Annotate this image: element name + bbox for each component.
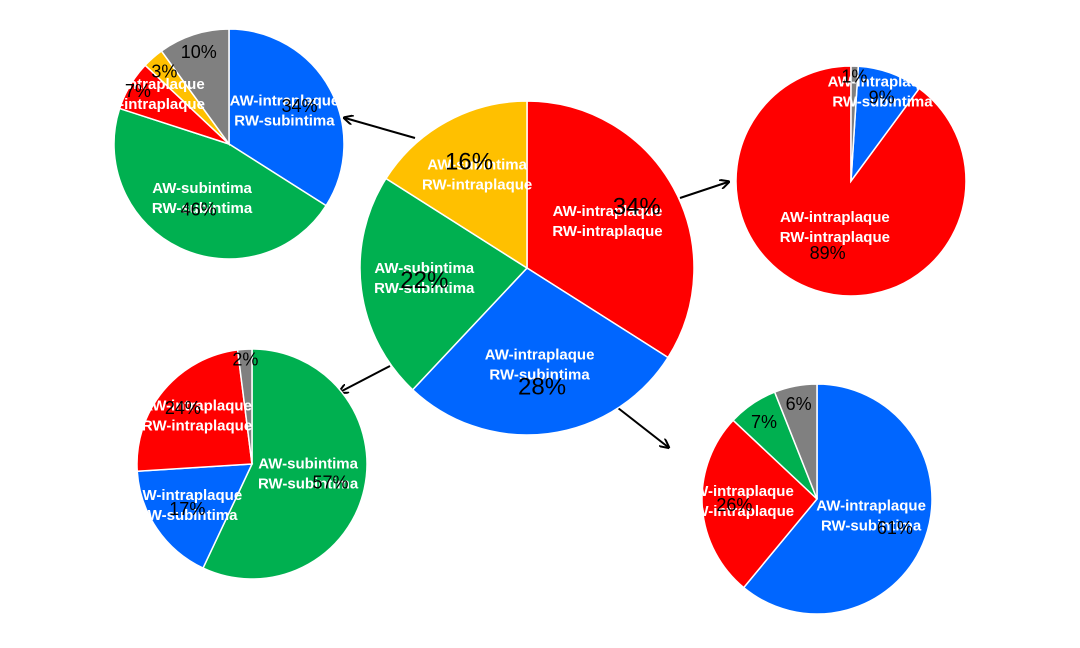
arrow: [617, 407, 668, 447]
slice-label: AW-intraplaque RW-intraplaque: [780, 209, 890, 246]
connector-arrows: [340, 118, 728, 447]
pie-slice: [136, 463, 254, 570]
slice-percentage: 16%: [445, 149, 493, 176]
pie-slice: [160, 28, 230, 147]
pie-slice: [384, 100, 528, 270]
slice-label: AW-intraplaque RW-subintima: [132, 487, 242, 524]
arrow: [679, 182, 728, 199]
pie-slice: [202, 348, 368, 580]
slice-percentage: 17%: [169, 499, 205, 519]
slice-label: AW-intraplaque RW-intraplaque: [142, 398, 252, 435]
pie-slice: [773, 383, 818, 500]
slice-percentage: 9%: [869, 88, 895, 108]
slice-percentage: 2%: [232, 349, 258, 369]
pie-slice: [742, 383, 933, 615]
pies-group: AW-intraplaque RW-intraplaque34%AW-intrap…: [95, 28, 967, 615]
slice-percentage: 61%: [877, 518, 913, 538]
pie-slice: [526, 100, 695, 359]
slice-percentage: 22%: [400, 267, 448, 294]
slice-percentage: 57%: [313, 473, 349, 493]
slice-label: AW-intraplaque RW-intraplaque: [95, 76, 205, 113]
pie-slice: [113, 107, 328, 260]
slice-percentage: 7%: [751, 412, 777, 432]
slice-label: AW-intraplaque RW-subintima: [816, 497, 926, 534]
slice-label: AW-intraplaque RW-intraplaque: [552, 203, 662, 240]
arrow: [345, 118, 416, 139]
slice-label: AW-intraplaque RW-intraplaque: [684, 483, 794, 520]
arrow: [340, 365, 391, 392]
pie-slice: [411, 267, 670, 436]
slice-percentage: 6%: [786, 394, 812, 414]
pie-slice: [701, 419, 819, 589]
slice-percentage: 46%: [181, 200, 217, 220]
slice-label: AW-subintima RW-subintima: [152, 180, 253, 217]
slice-percentage: 1%: [841, 66, 867, 86]
slice-label: AW-intraplaque RW-subintima: [485, 346, 595, 383]
pie-slice: [735, 65, 967, 297]
pie-slice: [359, 177, 529, 391]
slice-percentage: 7%: [125, 81, 151, 101]
pie-slice: [136, 349, 253, 473]
slice-percentage: 34%: [282, 96, 318, 116]
slice-label: AW-subintima RW-subintima: [258, 456, 359, 493]
slice-label: AW-intraplaque RW-subintima: [828, 74, 938, 111]
pie-slice: [850, 65, 860, 182]
slice-percentage: 28%: [518, 373, 566, 400]
slice-percentage: 10%: [181, 42, 217, 62]
slice-label: AW-subintima RW-intraplaque: [422, 156, 532, 193]
slice-percentage: 24%: [165, 398, 201, 418]
slice-percentage: 26%: [716, 495, 752, 515]
slice-percentage: 89%: [810, 243, 846, 263]
slice-percentage: 34%: [613, 194, 661, 221]
slice-label: AW-subintima RW-subintima: [374, 260, 475, 297]
slice-label: AW-intraplaque RW-subintima: [230, 93, 340, 130]
pie-slice: [236, 348, 253, 465]
slice-percentage: 3%: [151, 62, 177, 82]
